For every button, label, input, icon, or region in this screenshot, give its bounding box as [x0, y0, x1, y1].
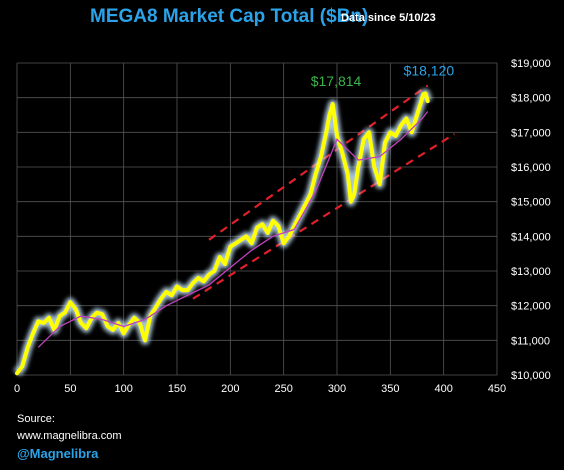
y-tick-label: $10,000: [511, 370, 551, 382]
peak-annotations: $17,814 $18,120: [311, 63, 455, 90]
y-tick-label: $16,000: [511, 162, 551, 174]
axis-labels: 0 50 100 150 200 250 300 350 400 450 $10,000 $11,00…: [14, 58, 551, 395]
x-tick-label: 200: [221, 383, 239, 395]
y-tick-label: $13,000: [511, 266, 551, 278]
grid-lines: [16, 62, 498, 376]
y-tick-label: $18,000: [511, 93, 551, 105]
series-lines: [13, 84, 455, 377]
source-url: www.magnelibra.com: [17, 430, 122, 442]
y-tick-label: $12,000: [511, 301, 551, 313]
x-tick-label: 150: [168, 383, 186, 395]
peak-label: $17,814: [311, 73, 362, 89]
chart-subtitle: Data since 5/10/23: [341, 12, 436, 24]
y-tick-label: $15,000: [511, 197, 551, 209]
twitter-handle: @Magnelibra: [17, 446, 99, 461]
source-label: Source:: [17, 413, 55, 425]
peak-label: $18,120: [404, 63, 455, 79]
y-tick-label: $14,000: [511, 231, 551, 243]
x-tick-label: 0: [14, 383, 20, 395]
price-line: [15, 91, 430, 376]
x-tick-label: 450: [488, 383, 506, 395]
chart-title: MEGA8 Market Cap Total ($Bn): [90, 6, 369, 27]
x-tick-label: 400: [434, 383, 452, 395]
moving-average-line: [37, 111, 429, 348]
x-tick-label: 50: [64, 383, 76, 395]
y-tick-label: $17,000: [511, 127, 551, 139]
channel-lower-line: [192, 133, 455, 300]
y-tick-label: $11,000: [511, 335, 550, 347]
x-tick-label: 300: [328, 383, 346, 395]
x-tick-label: 100: [114, 383, 132, 395]
y-tick-label: $19,000: [511, 58, 551, 70]
x-tick-label: 250: [274, 383, 292, 395]
x-tick-label: 350: [381, 383, 399, 395]
